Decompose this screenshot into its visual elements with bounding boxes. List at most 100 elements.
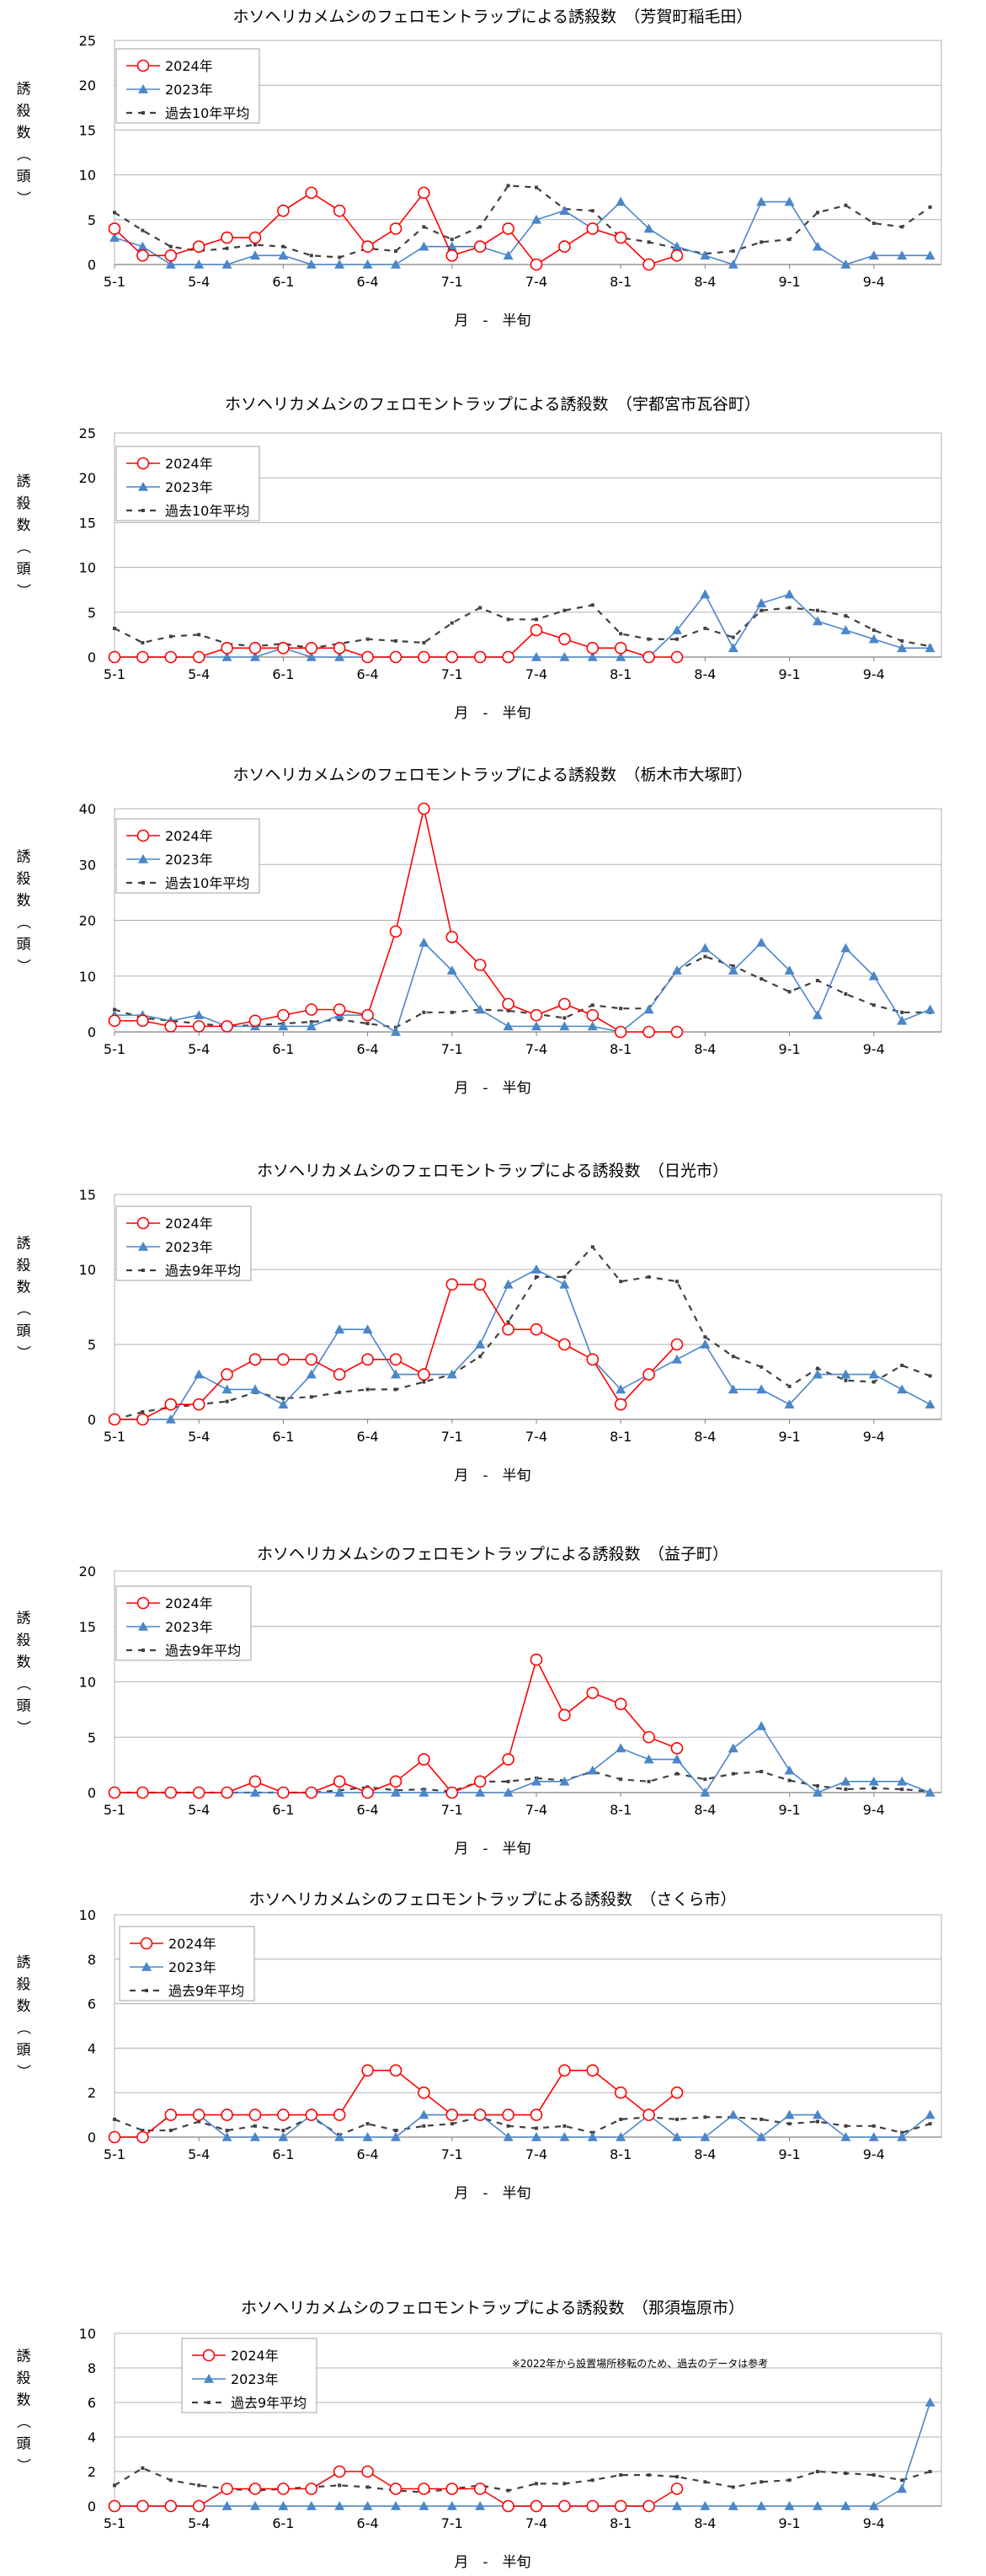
data-point [925, 250, 935, 260]
data-point [558, 1338, 571, 1351]
data-point [535, 2126, 538, 2130]
x-tick-label: 8-1 [610, 2515, 632, 2531]
data-point [221, 1786, 233, 1799]
data-point [305, 186, 318, 200]
x-axis-label: 月 - 半旬 [454, 2185, 530, 2202]
data-point [136, 249, 149, 262]
y-tick-label: 40 [79, 801, 96, 817]
data-point [531, 214, 541, 224]
data-point [418, 2109, 429, 2119]
y-axis-label-char: 殺 [17, 1976, 31, 1993]
x-tick-label: 7-1 [441, 1041, 463, 1057]
data-point [108, 1014, 121, 1028]
chart-1: ホソヘリカメムシのフェロモントラップによる誘殺数 （芳賀町稲毛田） 0 5 10 15 2… [14, 8, 942, 329]
legend-entry: 2023年 [165, 82, 213, 98]
y-axis-label-char: 数 [17, 1654, 31, 1671]
y-axis-label-char: 頭 [17, 168, 31, 185]
data-point [871, 222, 876, 226]
data-point [558, 2064, 571, 2077]
data-point [422, 1010, 426, 1014]
data-point [925, 2397, 935, 2407]
data-point [590, 209, 594, 213]
data-point [558, 997, 571, 1011]
data-point [361, 2465, 374, 2478]
data-point [616, 1743, 626, 1753]
x-tick-label: 5-1 [104, 2515, 125, 2531]
data-point [844, 203, 848, 207]
x-tick-label: 7-1 [441, 2146, 463, 2162]
y-axis-label-char: （ [14, 540, 31, 554]
data-point [194, 1010, 205, 1019]
data-point [614, 231, 627, 244]
data-point [334, 1788, 345, 1797]
y-axis-label-char: 殺 [17, 1258, 31, 1275]
data-point [647, 2473, 651, 2477]
data-point [305, 1003, 318, 1016]
y-axis-label-char: 頭 [17, 937, 31, 954]
data-point [587, 652, 598, 661]
series-2023 [109, 938, 935, 1036]
data-point [586, 1008, 600, 1022]
data-point [418, 2501, 429, 2510]
x-tick-label: 9-4 [863, 2146, 885, 2162]
data-point [141, 1410, 145, 1414]
chart-4: ホソヘリカメムシのフェロモントラップによる誘殺数 （日光市） 0 5 10 15 5-1 5… [14, 1162, 942, 1484]
data-point [136, 1786, 149, 1799]
y-axis-label-char: 数 [17, 125, 31, 142]
data-point [306, 2501, 317, 2510]
x-tick-label: 7-4 [525, 274, 547, 290]
x-tick-label: 9-4 [863, 1041, 885, 1057]
data-point [559, 1021, 570, 1031]
x-axis-label: 月 - 半旬 [454, 313, 530, 329]
x-tick-label: 9-1 [779, 2146, 801, 2162]
data-point [333, 2108, 346, 2121]
data-point [670, 650, 684, 664]
data-point [840, 259, 851, 269]
legend-entry: 2023年 [165, 1619, 213, 1635]
data-point [305, 2108, 318, 2121]
data-point [643, 223, 654, 233]
data-point [700, 250, 711, 260]
data-point [928, 205, 932, 209]
data-point [787, 1384, 791, 1388]
data-point [844, 614, 848, 618]
data-point [473, 650, 487, 664]
series-line [114, 2115, 930, 2136]
x-tick-label: 8-4 [694, 1802, 716, 1818]
data-point [506, 2124, 510, 2128]
y-tick-label: 10 [79, 1262, 96, 1278]
series-2024 [108, 2064, 684, 2144]
series-2024 [108, 1653, 684, 1799]
data-point [731, 2485, 735, 2489]
y-tick-label: 25 [79, 425, 96, 441]
data-point [670, 2482, 684, 2495]
data-point [503, 2132, 514, 2141]
data-point [391, 2501, 401, 2510]
data-point [586, 1686, 600, 1699]
data-point [306, 1369, 317, 1379]
data-point [361, 2064, 374, 2077]
y-tick-label: 5 [88, 1729, 96, 1745]
data-point [728, 2501, 738, 2510]
x-tick-label: 7-1 [441, 1429, 463, 1445]
data-point [361, 1353, 374, 1366]
x-axis-label: 月 - 半旬 [454, 1467, 530, 1484]
data-point [614, 2086, 627, 2099]
x-tick-label: 6-1 [272, 2146, 294, 2162]
data-point [221, 1384, 232, 1394]
data-point [647, 1779, 651, 1783]
data-point [164, 650, 178, 664]
data-point [728, 643, 738, 653]
data-point [844, 2124, 848, 2128]
x-tick-label: 6-1 [272, 274, 294, 290]
y-tick-label: 15 [79, 1187, 96, 1203]
data-point [756, 2132, 767, 2141]
series-line [115, 1724, 930, 1794]
data-point [647, 240, 651, 244]
y-tick-label: 10 [79, 1907, 96, 1923]
chart-6: ホソヘリカメムシのフェロモントラップによる誘殺数 （さくら市） 0 2 4 6 8 10 5-… [14, 1890, 942, 2202]
data-point [361, 240, 374, 254]
data-point [900, 2478, 904, 2482]
data-point [418, 938, 429, 947]
y-tick-label: 15 [79, 515, 96, 531]
